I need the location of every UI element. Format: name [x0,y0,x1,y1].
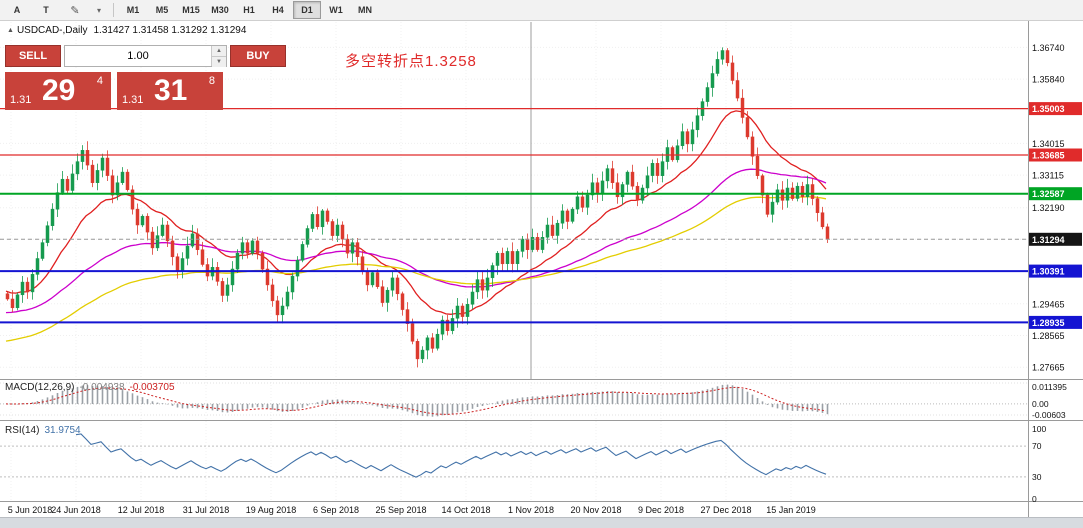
price-badge-label: 1.31294 [1032,235,1065,245]
drawing-tools-group: A T ✎ ▾ [3,1,108,19]
macd-scale-label: -0.00603 [1032,410,1066,420]
buy-price-pips: 31 [154,74,188,107]
price-tick-label: 1.28565 [1032,331,1065,341]
date-label: 31 Jul 2018 [183,505,230,515]
price-badge-label: 1.35003 [1032,104,1065,114]
price-badge-label: 1.33685 [1032,151,1065,161]
sell-button[interactable]: SELL [5,45,61,67]
tool-a-button[interactable]: A [13,5,21,15]
main-toolbar: A T ✎ ▾ M1 M5 M15 M30 H1 H4 D1 W1 MN [0,0,1083,21]
ma-line-18 [5,110,827,315]
lot-spinner: ▲ ▼ [211,46,226,67]
price-badge [1029,148,1082,162]
pencil-dropdown-caret[interactable]: ▾ [96,5,101,15]
buy-price-point: 8 [208,75,215,87]
rsi-scale-label: 70 [1032,441,1042,451]
timeframe-button-d1[interactable]: D1 [293,1,321,19]
timeframe-button-mn[interactable]: MN [358,5,372,15]
macd-scale-label: 0.011395 [1032,382,1067,392]
timeframe-button-w1[interactable]: W1 [329,5,343,15]
timeframe-button-m1[interactable]: M1 [126,5,140,15]
price-badge [1029,264,1082,278]
symbol-period-label: USDCAD-,Daily [16,25,88,36]
horizontal-scrollbar[interactable] [0,517,1083,528]
rsi-label: RSI(14) 31.9754 [5,425,81,436]
macd-scale-label: 0.00 [1032,399,1049,409]
date-label: 20 Nov 2018 [570,505,621,515]
rsi-pane [0,433,1028,478]
macd-signal-value: -0.003705 [129,382,175,393]
buy-price-base: 1.31 [122,94,144,106]
price-scale[interactable]: 1.36740 1.35840 1.35003 1.34015 1.33685 1.331… [1029,43,1082,504]
rsi-scale-label: 100 [1032,424,1046,434]
macd-pane [0,382,1028,417]
sell-price-base: 1.31 [10,94,32,106]
date-label: 12 Jul 2018 [118,505,165,515]
timeframe-button-h1[interactable]: H1 [243,5,255,15]
lot-size-control: ▲ ▼ [64,45,227,67]
price-badge-label: 1.32587 [1032,189,1065,199]
rsi-scale-label: 0 [1032,494,1037,504]
buy-button[interactable]: BUY [230,45,286,67]
price-tick-label: 1.32190 [1032,203,1065,213]
price-badge [1029,315,1082,329]
date-label: 19 Aug 2018 [246,505,297,515]
collapse-panel-icon[interactable]: ▲ [7,26,14,34]
lot-decrease-button[interactable]: ▼ [212,57,226,67]
ma-line-55 [5,168,827,314]
text-tool-button[interactable]: T [43,5,49,15]
rsi-name: RSI(14) [5,425,40,436]
price-tick-label: 1.27665 [1032,363,1065,373]
sell-price-display[interactable]: 1.31 29 4 [5,72,111,110]
rsi-line [75,433,827,478]
buy-price-display[interactable]: 1.31 31 8 [117,72,223,110]
price-tick-label: 1.34015 [1032,139,1065,149]
ohlc-values: 1.31427 1.31458 1.31292 1.31294 [93,25,247,36]
price-tick-label: 1.29465 [1032,299,1065,309]
date-label: 14 Oct 2018 [441,505,490,515]
sell-price-point: 4 [96,75,103,87]
lot-size-input[interactable] [65,46,211,66]
timeframe-button-m15[interactable]: M15 [182,5,200,15]
price-badge [1029,187,1082,201]
chart-title: ▲ USDCAD-,Daily 1.31427 1.31458 1.31292 1.… [7,25,246,36]
timeframes-group: M1 M5 M15 M30 H1 H4 D1 W1 MN [119,1,379,19]
date-label: 6 Sep 2018 [313,505,359,515]
price-tick-label: 1.36740 [1032,43,1065,53]
price-badge [1029,232,1082,246]
moving-averages [5,110,827,342]
date-label: 1 Nov 2018 [508,505,554,515]
ma-line-90 [5,196,827,342]
macd-label: MACD(12,26,9) -0.004938 -0.003705 [5,382,175,393]
rsi-scale-label: 30 [1032,472,1042,482]
horizontal-line-objects[interactable] [0,107,1028,324]
price-badge-label: 1.30391 [1032,267,1065,277]
pencil-tool-button[interactable]: ✎ [70,4,80,17]
date-label: 25 Sep 2018 [375,505,426,515]
lot-increase-button[interactable]: ▲ [212,46,226,57]
macd-name: MACD(12,26,9) [5,382,75,393]
pane-separators[interactable] [0,20,1083,518]
date-label: 27 Dec 2018 [700,505,751,515]
price-tick-label: 1.35840 [1032,75,1065,85]
price-tick-label: 1.33115 [1032,171,1064,181]
annotation-text[interactable]: 多空转折点1.3258 [345,53,477,70]
timeframe-button-m30[interactable]: M30 [211,5,229,15]
price-badge [1029,102,1082,116]
macd-main-value: -0.004938 [79,382,125,393]
toolbar-separator [113,3,114,17]
date-label: 9 Dec 2018 [638,505,684,515]
rsi-value: 31.9754 [44,425,81,436]
date-label: 5 Jun 2018 [8,505,53,515]
timeframe-button-h4[interactable]: H4 [272,5,284,15]
date-label: 24 Jun 2018 [51,505,101,515]
date-label: 15 Jan 2019 [766,505,816,515]
one-click-trading-panel: SELL ▲ ▼ BUY 1.31 29 4 1.31 31 8 [5,45,286,110]
price-badge-label: 1.28935 [1032,318,1065,328]
sell-price-pips: 29 [42,74,76,107]
timeframe-button-m5[interactable]: M5 [155,5,169,15]
